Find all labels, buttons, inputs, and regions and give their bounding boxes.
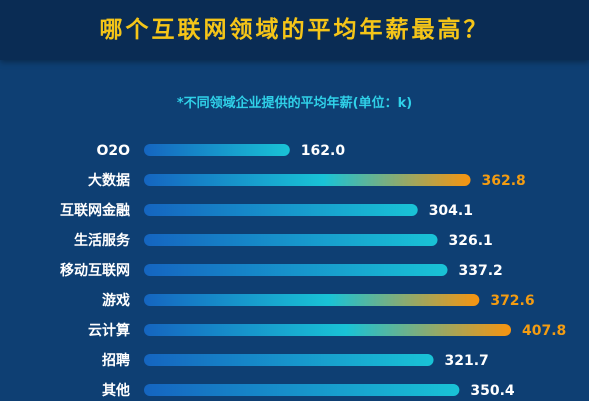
bar: [144, 294, 480, 306]
value-label: 326.1: [448, 233, 492, 249]
chart-subtitle: *不同领域企业提供的平均年薪(单位：k): [176, 96, 413, 111]
value-label: 372.6: [490, 293, 534, 309]
value-label: 304.1: [429, 203, 473, 219]
bar: [144, 384, 460, 396]
value-label: 362.8: [482, 173, 526, 189]
category-label: 云计算: [88, 322, 130, 339]
chart-title: 哪个互联网领域的平均年薪最高？: [99, 17, 490, 43]
bar: [144, 234, 438, 246]
category-label: 移动互联网: [60, 262, 130, 279]
bar: [144, 354, 434, 366]
value-label: 337.2: [458, 263, 502, 279]
value-label: 407.8: [522, 323, 566, 339]
value-label: 321.7: [445, 353, 489, 369]
category-label: 大数据: [88, 172, 130, 189]
category-label: 其他: [102, 382, 130, 399]
bar: [144, 264, 448, 276]
bar: [144, 324, 512, 336]
category-label: O2O: [96, 143, 130, 159]
value-label: 162.0: [301, 143, 346, 159]
value-label: 350.4: [470, 383, 515, 399]
category-label: 游戏: [102, 292, 130, 309]
category-label: 生活服务: [74, 232, 131, 249]
bar: [144, 204, 418, 216]
bar: [144, 144, 290, 156]
category-label: 互联网金融: [60, 202, 130, 219]
title-banner: 哪个互联网领域的平均年薪最高？: [0, 0, 589, 60]
bar: [144, 174, 471, 186]
category-label: 招聘: [102, 352, 130, 369]
